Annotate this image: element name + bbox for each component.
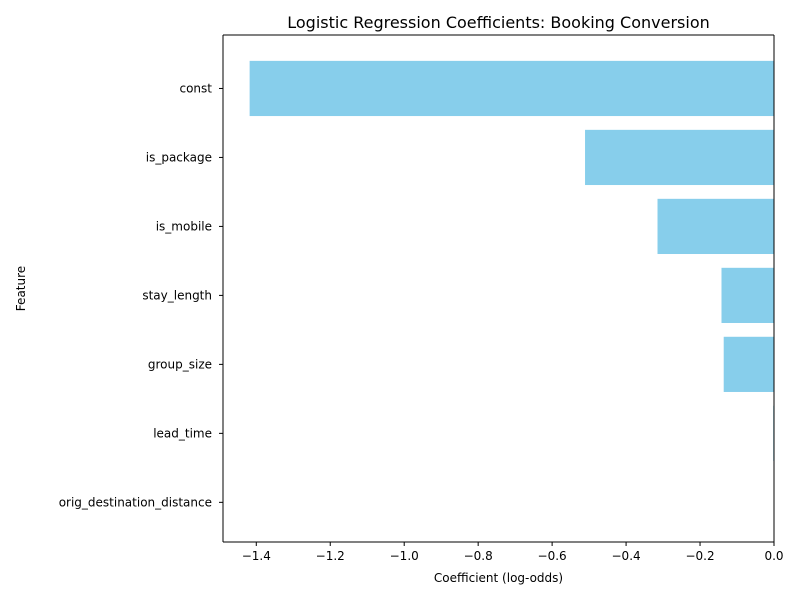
x-tick-label: −1.2 xyxy=(316,549,345,563)
x-tick-label: −0.6 xyxy=(538,549,567,563)
x-tick-label: −0.4 xyxy=(612,549,641,563)
x-axis-label: Coefficient (log-odds) xyxy=(434,571,563,585)
x-tick-label: −1.4 xyxy=(242,549,271,563)
x-tick-label: 0.0 xyxy=(764,549,783,563)
y-tick-label: is_mobile xyxy=(156,219,212,233)
x-tick-label: −0.2 xyxy=(685,549,714,563)
y-axis-label: Feature xyxy=(14,266,28,311)
bar-is_package xyxy=(585,129,774,186)
bar-const xyxy=(249,60,775,117)
chart-title: Logistic Regression Coefficients: Bookin… xyxy=(287,13,710,32)
y-tick-label: const xyxy=(179,81,212,95)
bar-stay_length xyxy=(721,267,774,323)
bar-group_size xyxy=(723,336,774,392)
y-tick-label: orig_destination_distance xyxy=(59,495,212,509)
y-tick-label: group_size xyxy=(148,357,212,371)
bar-is_mobile xyxy=(657,198,774,255)
y-tick-label: stay_length xyxy=(142,288,212,302)
x-tick-label: −0.8 xyxy=(464,549,493,563)
x-ticks-group: −1.4 −1.2 −1.0 −0.8 −0.6 −0.4 −0.2 0.0 xyxy=(242,542,784,563)
bars-group xyxy=(249,60,775,461)
x-tick-label: −1.0 xyxy=(390,549,419,563)
y-tick-label: lead_time xyxy=(153,426,212,440)
y-ticks-group: const is_package is_mobile stay_lengthgroup… xyxy=(59,81,223,509)
axes-group xyxy=(222,34,775,543)
y-tick-label: is_package xyxy=(146,150,212,164)
